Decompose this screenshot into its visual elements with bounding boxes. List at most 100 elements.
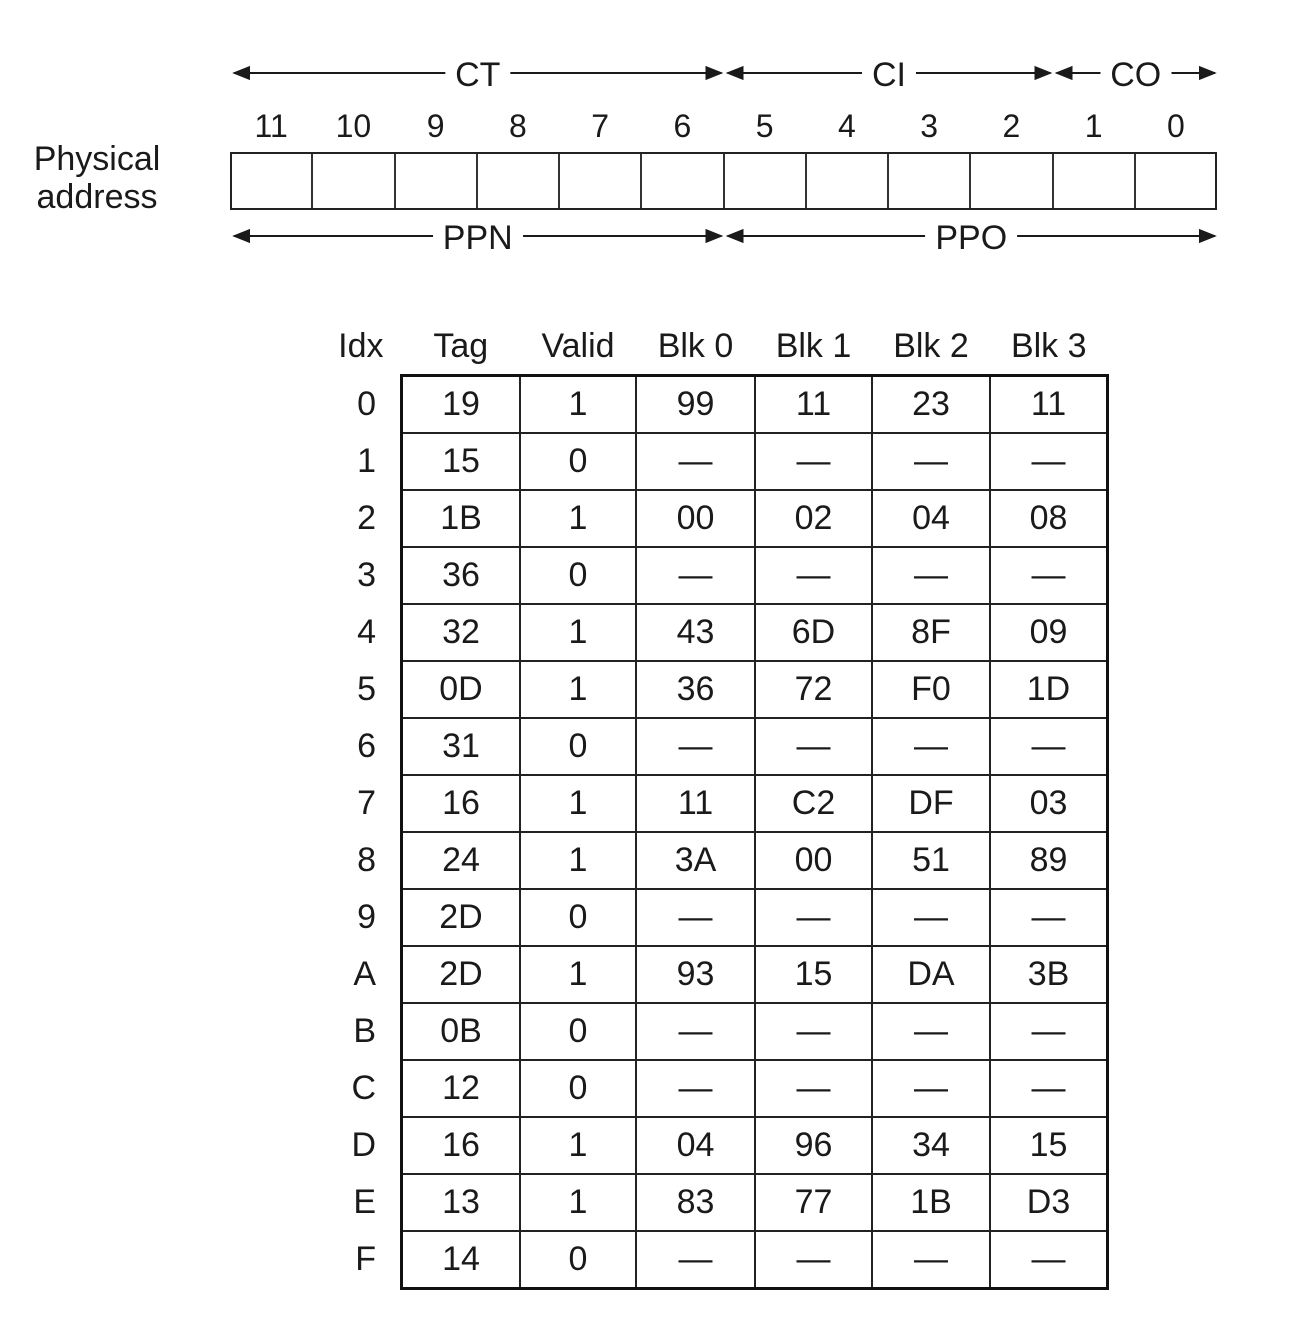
row-index: B <box>353 1012 376 1050</box>
bit-number: 0 <box>1166 108 1185 144</box>
bit-number: 5 <box>755 108 774 144</box>
cell-b3: — <box>989 432 1109 491</box>
cell-tag: 16 <box>400 1116 521 1175</box>
header-idx: Idx <box>338 327 384 366</box>
header-blk-1: Blk 1 <box>775 326 852 365</box>
cell-tag: 15 <box>400 432 521 491</box>
cell-b3: 89 <box>989 831 1109 890</box>
table-row: 1 15 0— — — — <box>292 432 1109 491</box>
field-arrows <box>232 65 1217 244</box>
bit-cell-divider <box>640 154 643 208</box>
cell-b3: — <box>989 717 1109 776</box>
cell-b0: — <box>635 1059 756 1118</box>
cell-b3: 03 <box>989 774 1109 833</box>
field-label-ppo: PPO <box>925 221 1018 255</box>
table-row: 9 2D 0— — — — <box>292 888 1109 947</box>
cell-b2: DA <box>871 945 991 1004</box>
cell-b2: — <box>871 546 991 605</box>
cell-tag: 12 <box>400 1059 521 1118</box>
bit-cell-divider <box>804 154 807 208</box>
cell-tag: 16 <box>400 774 521 833</box>
cell-b1: — <box>754 888 873 947</box>
bit-cell-divider <box>969 154 972 208</box>
cell-valid: 1 <box>519 945 637 1004</box>
row-index: 9 <box>357 898 376 936</box>
cell-b0: 3A <box>635 831 756 890</box>
table-row: 7 16 1 11 C2 DF 03 <box>292 774 1109 833</box>
cell-valid: 1 <box>519 374 637 434</box>
cell-b2: 34 <box>871 1116 991 1175</box>
cell-b1: 77 <box>754 1173 873 1232</box>
cell-b2: 04 <box>871 489 991 548</box>
cell-valid: 0 <box>519 888 637 947</box>
header-blk-3: Blk 3 <box>1010 326 1087 365</box>
physical-address-label: Physical address <box>22 140 172 216</box>
cell-b2: — <box>871 888 991 947</box>
row-index: C <box>351 1069 376 1107</box>
header-valid: Valid <box>541 326 615 365</box>
cell-b1: 6D <box>754 603 873 662</box>
cell-b1: — <box>754 546 873 605</box>
cell-b2: 8F <box>871 603 991 662</box>
cell-b2: — <box>871 1059 991 1118</box>
bit-number: 7 <box>591 108 610 144</box>
cell-tag: 2D <box>400 945 521 1004</box>
cell-b2: — <box>871 1230 991 1290</box>
table-row: 3 36 0— — — — <box>292 546 1109 605</box>
cell-b0: 43 <box>635 603 756 662</box>
cell-b0: — <box>635 717 756 776</box>
side-label-line1: Physical <box>33 140 161 178</box>
bit-number: 11 <box>254 108 288 144</box>
cell-b0: — <box>635 1002 756 1061</box>
table-row: B 0B 0— — — — <box>292 1002 1109 1061</box>
row-index: 3 <box>357 556 376 594</box>
cell-tag: 19 <box>400 374 521 434</box>
cell-b1: 96 <box>754 1116 873 1175</box>
header-tag: Tag <box>433 326 489 365</box>
cell-valid: 1 <box>519 660 637 719</box>
cell-b1: 02 <box>754 489 873 548</box>
cell-b0: 99 <box>635 374 756 434</box>
cell-b1: 15 <box>754 945 873 1004</box>
cell-b1: — <box>754 432 873 491</box>
cell-valid: 0 <box>519 432 637 491</box>
cell-tag: 14 <box>400 1230 521 1290</box>
cell-b2: 1B <box>871 1173 991 1232</box>
cell-b3: — <box>989 1059 1109 1118</box>
cell-b3: — <box>989 1002 1109 1061</box>
bit-cell-divider <box>1133 154 1136 208</box>
cell-b0: 11 <box>635 774 756 833</box>
cell-b3: 09 <box>989 603 1109 662</box>
cell-b3: — <box>989 546 1109 605</box>
field-label-ct: CT <box>445 58 511 92</box>
cell-b0: — <box>635 432 756 491</box>
cell-b0: 00 <box>635 489 756 548</box>
cell-b1: — <box>754 717 873 776</box>
bit-cell-divider <box>311 154 314 208</box>
cell-valid: 1 <box>519 831 637 890</box>
cell-b0: 04 <box>635 1116 756 1175</box>
bit-number: 9 <box>426 108 445 144</box>
cell-valid: 1 <box>519 1173 637 1232</box>
bit-number: 10 <box>335 108 372 144</box>
table-row: C 12 0— — — — <box>292 1059 1109 1118</box>
bit-number: 6 <box>673 108 692 144</box>
table-row: E 13 1 83 77 1B D3 <box>292 1173 1109 1232</box>
cell-valid: 0 <box>519 1230 637 1290</box>
cell-b2: — <box>871 717 991 776</box>
bit-cell-divider <box>558 154 560 208</box>
cell-b2: — <box>871 432 991 491</box>
cell-b1: 00 <box>754 831 873 890</box>
table-row: 6 31 0— — — — <box>292 717 1109 776</box>
cell-b1: 72 <box>754 660 873 719</box>
cell-b2: 51 <box>871 831 991 890</box>
bit-number: 8 <box>508 108 527 144</box>
row-index: 6 <box>357 727 376 765</box>
cell-b2: DF <box>871 774 991 833</box>
cell-tag: 36 <box>400 546 521 605</box>
bit-number: 4 <box>837 108 856 144</box>
cell-tag: 0B <box>400 1002 521 1061</box>
field-label-co: CO <box>1100 58 1172 92</box>
table-row: D 16 1 04 96 34 15 <box>292 1116 1109 1175</box>
cell-b3: 11 <box>989 374 1109 434</box>
